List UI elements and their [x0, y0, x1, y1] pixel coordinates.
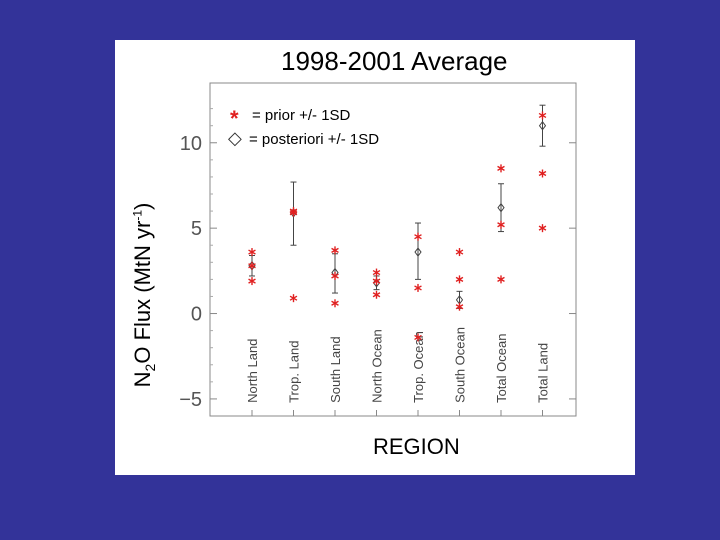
prior-low-point	[372, 290, 381, 299]
posterior-mean-point	[538, 120, 547, 131]
asterisk-stroke	[538, 170, 547, 177]
asterisk-stroke	[372, 269, 381, 276]
category-labels: North Land Trop. Land South Land North Ocea…	[245, 327, 551, 403]
chart-panel: 1998-2001 Average N2O Flux (MtN yr-1) RE…	[115, 40, 635, 475]
asterisk-stroke	[497, 165, 505, 171]
asterisk-stroke	[455, 249, 464, 255]
y-tick-label: 10	[180, 133, 202, 155]
asterisk-stroke	[497, 222, 505, 228]
asterisk-stroke	[331, 247, 339, 253]
prior-low-point	[538, 224, 547, 233]
prior-high-point	[497, 164, 505, 173]
asterisk-stroke	[331, 273, 339, 279]
asterisk-stroke	[497, 276, 505, 282]
category-label: North Land	[245, 339, 260, 403]
prior-high-point	[455, 248, 464, 257]
prior-high-point	[331, 246, 339, 255]
asterisk-stroke	[289, 208, 298, 214]
asterisk-stroke	[455, 276, 464, 282]
posterior-mean-point	[414, 247, 422, 257]
asterisk-stroke	[414, 285, 422, 291]
asterisk-stroke	[372, 278, 381, 284]
prior-low-point	[331, 299, 339, 308]
prior-mean-point	[331, 271, 339, 280]
legend: * = prior +/- 1SD ◇ = posteriori +/- 1SD	[228, 106, 379, 148]
chart-title: 1998-2001 Average	[281, 46, 508, 76]
asterisk-stroke	[248, 263, 256, 269]
category-label: Total Ocean	[494, 334, 509, 403]
y-tick-label: −5	[179, 389, 202, 411]
asterisk-stroke	[331, 300, 339, 306]
x-ticks	[251, 410, 543, 416]
legend-posteriori-label: = posteriori +/- 1SD	[249, 131, 379, 148]
legend-prior-symbol: *	[230, 106, 239, 131]
asterisk-stroke	[248, 278, 256, 284]
y-tick-label: 0	[191, 304, 202, 326]
posterior-mean-point	[497, 202, 505, 213]
prior-low-point	[289, 294, 298, 303]
prior-low-point	[455, 302, 464, 311]
prior-mean-point	[497, 220, 505, 229]
category-label: South Land	[328, 336, 343, 403]
prior-high-point	[538, 111, 547, 120]
asterisk-stroke	[289, 295, 298, 301]
asterisk-stroke	[538, 225, 547, 231]
asterisk-stroke	[538, 112, 547, 119]
plot-frame	[209, 82, 577, 417]
prior-mean-point	[538, 169, 547, 178]
asterisk-stroke	[455, 304, 464, 310]
prior-high-point	[372, 268, 381, 277]
asterisk-stroke	[248, 249, 256, 255]
asterisk-stroke	[414, 334, 422, 341]
prior-low-point	[248, 277, 256, 286]
prior-mean-point	[455, 275, 464, 284]
category-label: Total Land	[536, 343, 551, 403]
prior-high-point	[248, 248, 256, 257]
prior-mean-point	[372, 277, 381, 286]
y-tick-label: 5	[191, 218, 202, 240]
chart-marks	[248, 104, 547, 342]
y-ticks: −5 0 5 10	[179, 108, 576, 411]
prior-mean-point	[414, 283, 422, 292]
category-label: Trop. Land	[287, 341, 302, 403]
prior-high-point	[414, 232, 422, 241]
prior-mean-point	[248, 261, 256, 270]
category-label: South Ocean	[453, 327, 468, 403]
prior-low-point	[497, 275, 505, 284]
x-axis-label: REGION	[373, 434, 460, 459]
legend-prior-label: = prior +/- 1SD	[252, 107, 351, 124]
asterisk-stroke	[414, 234, 422, 240]
prior-low-point	[414, 333, 422, 342]
asterisk-stroke	[372, 292, 381, 298]
category-label: Trop. Ocean	[411, 331, 426, 403]
legend-posteriori-symbol: ◇	[228, 128, 242, 148]
category-label: North Ocean	[370, 329, 385, 403]
prior-high-point	[289, 207, 298, 216]
